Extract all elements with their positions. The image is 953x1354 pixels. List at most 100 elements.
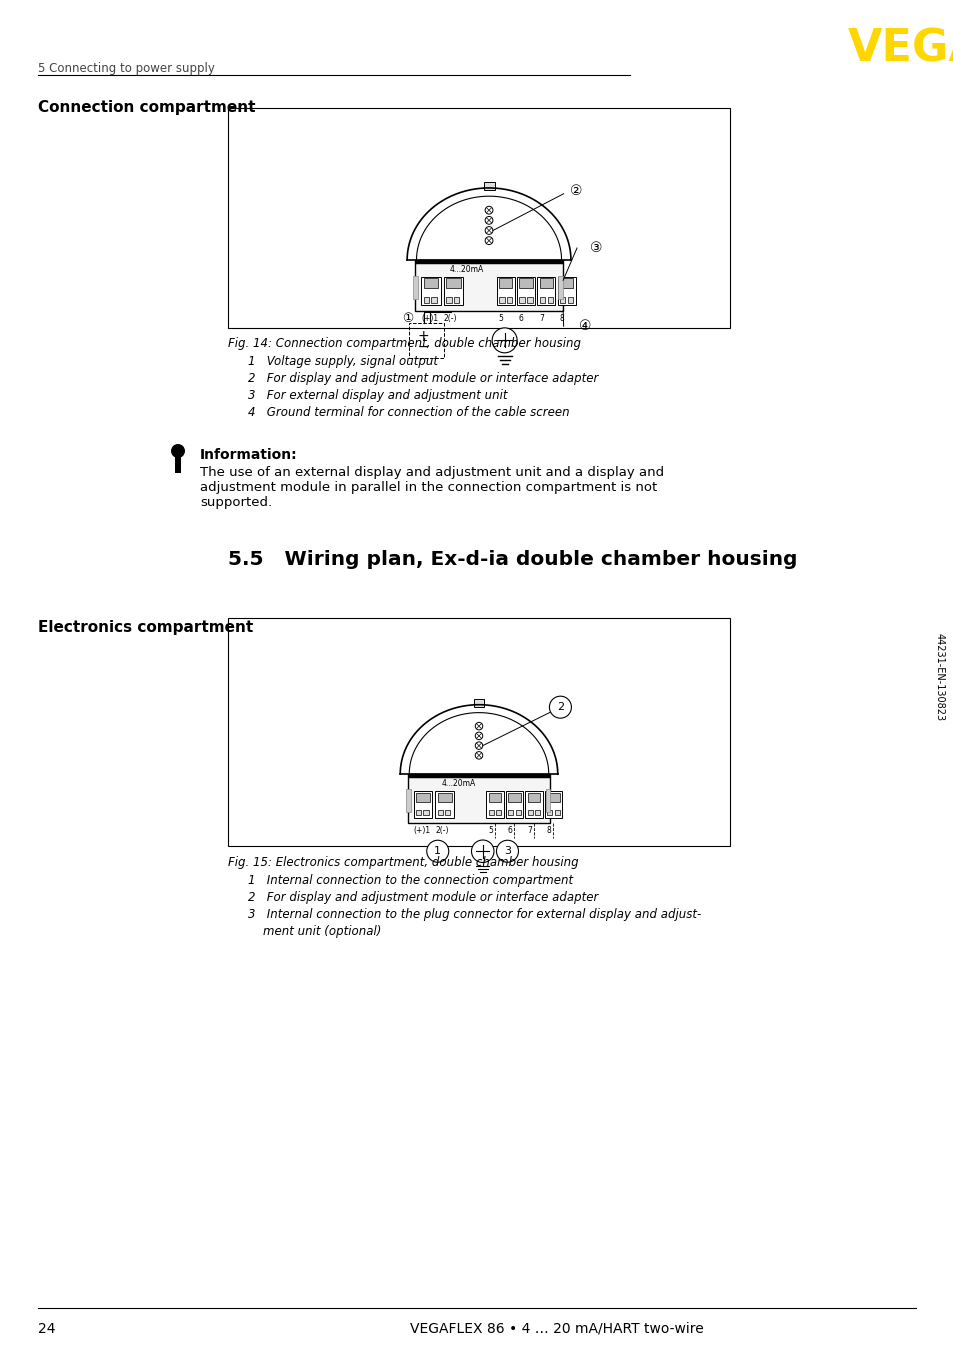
- Bar: [558, 276, 575, 305]
- Text: Information:: Information:: [200, 448, 297, 462]
- Circle shape: [485, 206, 493, 214]
- Text: (+)1: (+)1: [420, 314, 437, 322]
- Text: 5 Connecting to power supply: 5 Connecting to power supply: [38, 62, 214, 74]
- Circle shape: [492, 328, 517, 353]
- Bar: [517, 276, 535, 305]
- Bar: [431, 298, 436, 303]
- Text: 4   Ground terminal for connection of the cable screen: 4 Ground terminal for connection of the …: [248, 406, 569, 418]
- Circle shape: [475, 751, 482, 760]
- Bar: [516, 810, 520, 815]
- Bar: [437, 810, 442, 815]
- Bar: [416, 793, 430, 802]
- Bar: [558, 276, 562, 299]
- Text: ③: ③: [589, 241, 602, 255]
- Text: 1   Voltage supply, signal output: 1 Voltage supply, signal output: [248, 355, 437, 368]
- Circle shape: [496, 841, 518, 862]
- Bar: [496, 810, 501, 815]
- Bar: [423, 298, 429, 303]
- Text: 5: 5: [497, 314, 503, 322]
- Bar: [454, 298, 459, 303]
- Text: 2: 2: [557, 703, 563, 712]
- Text: 2   For display and adjustment module or interface adapter: 2 For display and adjustment module or i…: [248, 891, 598, 904]
- Bar: [420, 276, 440, 305]
- Circle shape: [485, 226, 493, 234]
- Text: −: −: [416, 340, 429, 353]
- Bar: [435, 792, 454, 818]
- Bar: [527, 810, 533, 815]
- Circle shape: [471, 839, 494, 862]
- Text: +: +: [416, 329, 429, 343]
- Text: ment unit (optional): ment unit (optional): [248, 925, 381, 938]
- Bar: [443, 276, 463, 305]
- Text: 4...20mA: 4...20mA: [441, 779, 476, 788]
- Bar: [535, 810, 540, 815]
- Bar: [539, 298, 544, 303]
- Bar: [406, 789, 411, 811]
- Text: Connection compartment: Connection compartment: [38, 100, 255, 115]
- Circle shape: [549, 696, 571, 718]
- Bar: [409, 324, 443, 357]
- Text: ①: ①: [401, 311, 413, 325]
- Bar: [547, 793, 559, 802]
- Text: ④: ④: [578, 320, 591, 333]
- Text: 2   For display and adjustment module or interface adapter: 2 For display and adjustment module or i…: [248, 372, 598, 385]
- Bar: [488, 810, 494, 815]
- Text: 3   Internal connection to the plug connector for external display and adjust-: 3 Internal connection to the plug connec…: [248, 909, 700, 921]
- Text: 2(-): 2(-): [443, 314, 456, 322]
- Text: 7: 7: [538, 314, 543, 322]
- Bar: [508, 810, 513, 815]
- Bar: [413, 276, 417, 299]
- Bar: [537, 276, 555, 305]
- Text: (+)1: (+)1: [414, 826, 431, 835]
- Bar: [539, 278, 553, 288]
- Bar: [446, 278, 460, 288]
- Bar: [497, 276, 515, 305]
- Text: 7: 7: [526, 826, 532, 835]
- Text: Electronics compartment: Electronics compartment: [38, 620, 253, 635]
- Bar: [446, 298, 451, 303]
- Bar: [445, 810, 450, 815]
- Text: 1: 1: [434, 846, 441, 856]
- Bar: [474, 699, 484, 707]
- Bar: [407, 774, 550, 823]
- Text: 5: 5: [488, 826, 493, 835]
- Bar: [483, 183, 494, 190]
- Bar: [423, 810, 428, 815]
- Bar: [544, 792, 561, 818]
- Circle shape: [171, 444, 185, 458]
- Bar: [423, 278, 437, 288]
- Bar: [554, 810, 559, 815]
- Bar: [527, 298, 532, 303]
- Bar: [488, 793, 501, 802]
- Bar: [505, 792, 522, 818]
- Bar: [486, 792, 503, 818]
- Bar: [174, 455, 181, 473]
- Text: ②: ②: [570, 184, 582, 198]
- Text: 6: 6: [518, 314, 523, 322]
- Circle shape: [475, 742, 482, 749]
- Text: 8: 8: [558, 314, 563, 322]
- Text: Fig. 14: Connection compartment, double chamber housing: Fig. 14: Connection compartment, double …: [228, 337, 580, 349]
- Bar: [527, 793, 540, 802]
- Bar: [559, 298, 565, 303]
- Bar: [416, 810, 421, 815]
- Text: 2(-): 2(-): [435, 826, 449, 835]
- Bar: [437, 793, 452, 802]
- Text: 8: 8: [546, 826, 551, 835]
- Text: 1   Internal connection to the connection compartment: 1 Internal connection to the connection …: [248, 873, 573, 887]
- Bar: [559, 278, 573, 288]
- Text: 6: 6: [507, 826, 512, 835]
- Text: VEGA: VEGA: [847, 28, 953, 70]
- Circle shape: [426, 841, 448, 862]
- Text: 44231-EN-130823: 44231-EN-130823: [934, 632, 944, 722]
- Bar: [498, 278, 512, 288]
- Circle shape: [485, 237, 493, 245]
- Bar: [519, 298, 524, 303]
- Circle shape: [475, 723, 482, 730]
- Bar: [547, 298, 553, 303]
- Bar: [498, 298, 504, 303]
- Bar: [545, 789, 550, 811]
- Bar: [228, 108, 729, 328]
- Bar: [525, 792, 542, 818]
- Bar: [547, 810, 552, 815]
